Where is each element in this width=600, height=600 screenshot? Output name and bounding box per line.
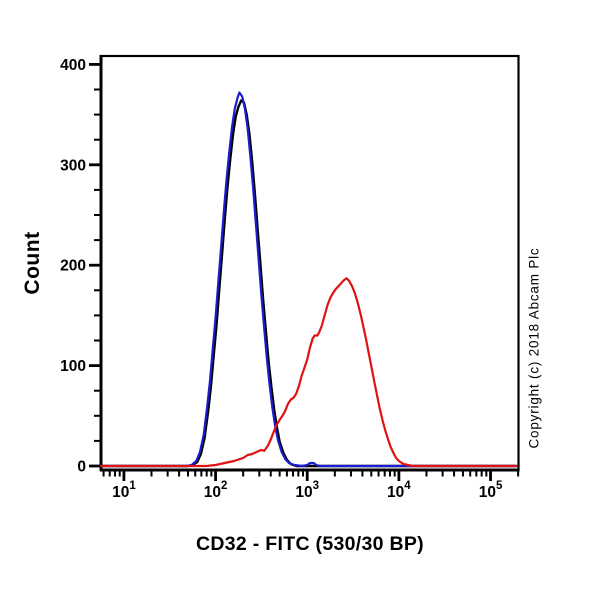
y-tick-label: 400 bbox=[60, 57, 86, 74]
plot-frame bbox=[99, 54, 520, 472]
y-axis-title: Count bbox=[21, 231, 44, 295]
x-tick-label: 101 bbox=[112, 480, 136, 501]
copyright-text: Copyright (c) 2018 Abcam Plc bbox=[526, 247, 542, 449]
x-tick-label: 104 bbox=[387, 480, 411, 501]
curve-cd32-fitc-red bbox=[99, 277, 518, 468]
curve-control-blue bbox=[99, 91, 518, 468]
y-tick-label: 100 bbox=[60, 358, 86, 375]
x-tick-label: 105 bbox=[479, 480, 503, 501]
x-tick-label: 102 bbox=[204, 480, 228, 501]
curve-control-black bbox=[99, 99, 518, 468]
x-axis-title: CD32 - FITC (530/30 BP) bbox=[196, 533, 424, 555]
y-tick-label: 200 bbox=[60, 258, 86, 275]
x-tick-label: 103 bbox=[295, 480, 319, 501]
y-tick-label: 300 bbox=[60, 157, 86, 174]
y-tick-label: 0 bbox=[77, 459, 86, 476]
